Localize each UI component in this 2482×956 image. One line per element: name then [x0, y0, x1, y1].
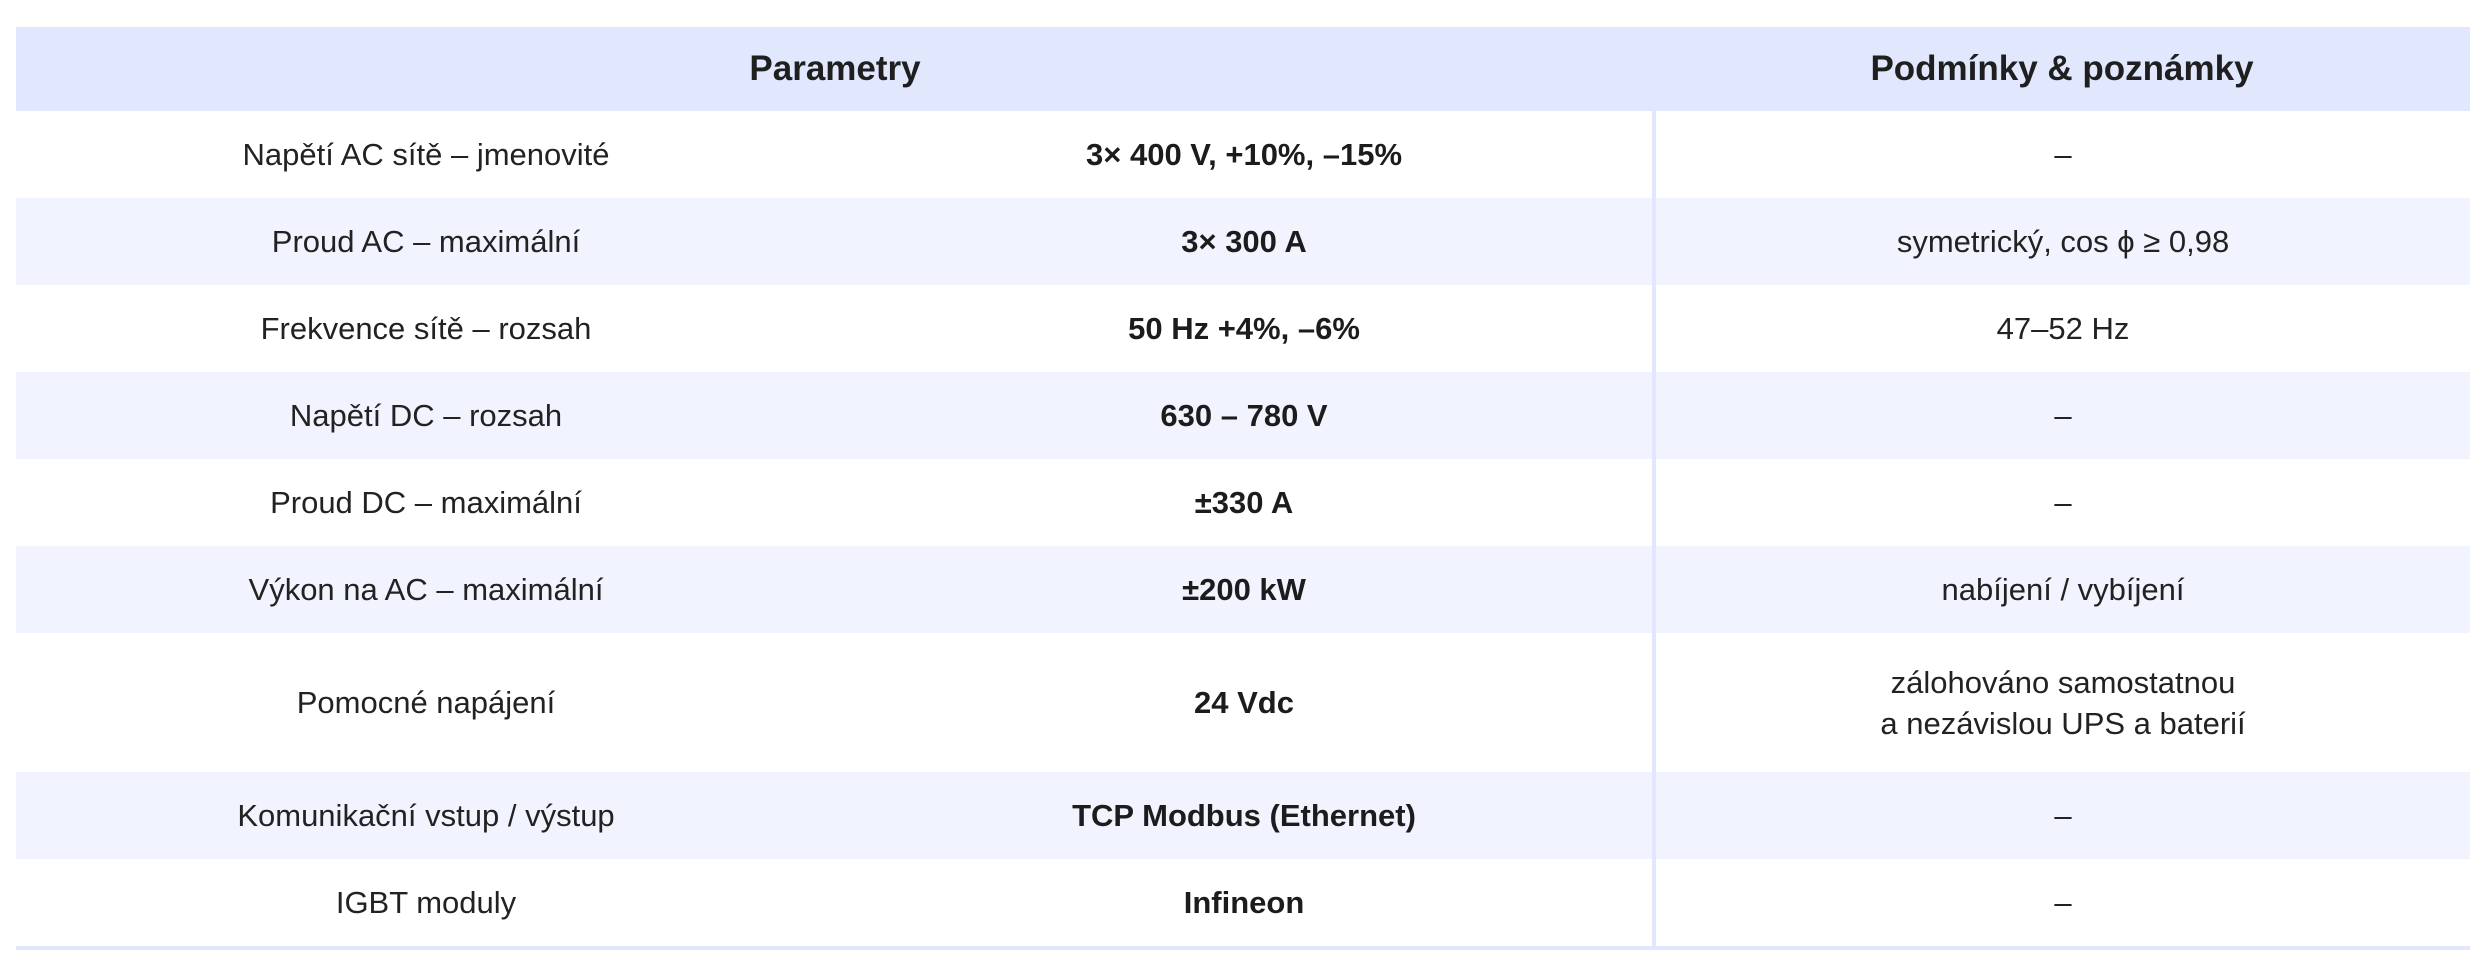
- table-row: Proud AC – maximální 3× 300 A symetrický, …: [16, 198, 2471, 285]
- note-cell: –: [1652, 372, 2471, 459]
- value-cell: 24 Vdc: [836, 633, 1655, 772]
- header-notes: Podmínky & poznámky: [1654, 27, 2471, 111]
- header-row: Parametry Podmínky & poznámky: [16, 27, 2471, 111]
- table-body: Napětí AC sítě – jmenovité 3× 400 V, +10%…: [16, 111, 2471, 950]
- table-row: Frekvence sítě – rozsah 50 Hz +4%, –6% 47–…: [16, 285, 2471, 372]
- parameter-cell: Napětí DC – rozsah: [16, 372, 836, 459]
- note-line: 47–52 Hz: [1996, 311, 2130, 346]
- note-line: zálohováno samostatnou: [1890, 664, 2236, 700]
- table-row: Napětí DC – rozsah 630 – 780 V –: [16, 372, 2471, 459]
- parameter-cell: Proud AC – maximální: [16, 198, 836, 285]
- note-line: –: [2054, 485, 2072, 520]
- value-cell: TCP Modbus (Ethernet): [836, 772, 1655, 859]
- table-row: Proud DC – maximální ±330 A –: [16, 459, 2471, 546]
- table-header: Parametry Podmínky & poznámky: [16, 27, 2471, 111]
- note-cell: –: [1652, 459, 2471, 546]
- note-line: a nezávislou UPS a baterií: [1880, 705, 2246, 741]
- note-line: –: [2054, 398, 2072, 433]
- header-parameters: Parametry: [16, 27, 1655, 111]
- parameter-cell: Proud DC – maximální: [16, 459, 836, 546]
- parameter-cell: Pomocné napájení: [16, 633, 836, 772]
- parameter-cell: IGBT moduly: [16, 859, 836, 950]
- table-row: Pomocné napájení 24 Vdc zálohováno samosta…: [16, 633, 2471, 772]
- note-cell: 47–52 Hz: [1652, 285, 2471, 372]
- note-cell: nabíjení / vybíjení: [1652, 546, 2471, 633]
- note-line: symetrický, cos ϕ ≥ 0,98: [1896, 224, 2230, 259]
- parameter-cell: Napětí AC sítě – jmenovité: [16, 111, 836, 198]
- note-cell: –: [1652, 859, 2471, 950]
- note-line: nabíjení / vybíjení: [1941, 572, 2185, 607]
- value-cell: 3× 400 V, +10%, –15%: [836, 111, 1655, 198]
- note-cell: –: [1652, 772, 2471, 859]
- parameter-cell: Frekvence sítě – rozsah: [16, 285, 836, 372]
- note-line: –: [2054, 885, 2072, 920]
- table-row: Komunikační vstup / výstup TCP Modbus (Et…: [16, 772, 2471, 859]
- note-cell: zálohováno samostatnou a nezávislou UPS a…: [1652, 633, 2471, 772]
- value-cell: 630 – 780 V: [836, 372, 1655, 459]
- parameter-cell: Komunikační vstup / výstup: [16, 772, 836, 859]
- note-line: –: [2054, 137, 2072, 172]
- value-cell: 3× 300 A: [836, 198, 1655, 285]
- note-line: –: [2054, 798, 2072, 833]
- value-cell: Infineon: [836, 859, 1655, 950]
- value-cell: ±330 A: [836, 459, 1655, 546]
- table-row: Výkon na AC – maximální ±200 kW nabíjení /…: [16, 546, 2471, 633]
- table-row: IGBT moduly Infineon –: [16, 859, 2471, 950]
- note-cell: –: [1652, 111, 2471, 198]
- table-row: Napětí AC sítě – jmenovité 3× 400 V, +10%…: [16, 111, 2471, 198]
- value-cell: ±200 kW: [836, 546, 1655, 633]
- note-cell: symetrický, cos ϕ ≥ 0,98: [1652, 198, 2471, 285]
- specification-table: Parametry Podmínky & poznámky Napětí AC …: [16, 27, 2471, 950]
- parameter-cell: Výkon na AC – maximální: [16, 546, 836, 633]
- value-cell: 50 Hz +4%, –6%: [836, 285, 1655, 372]
